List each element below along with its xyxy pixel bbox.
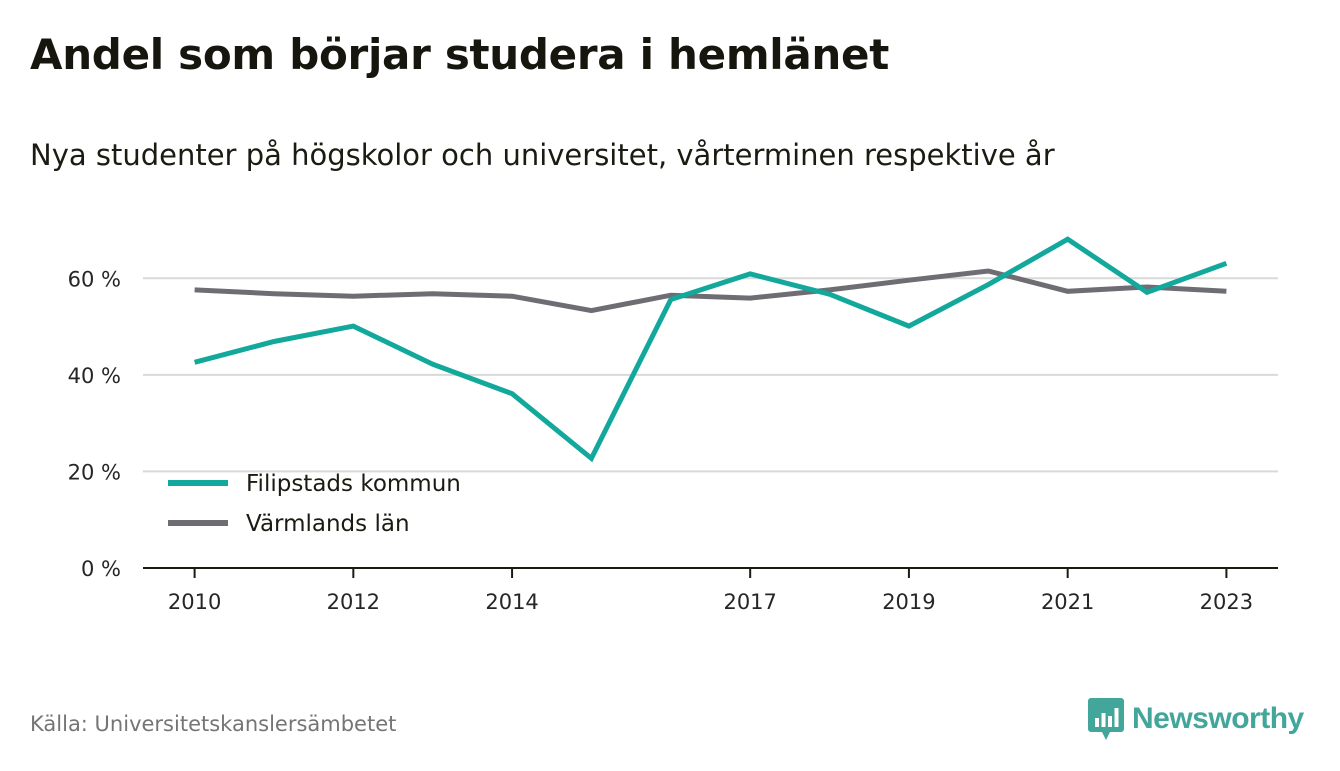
chart-title: Andel som börjar studera i hemlänet <box>30 30 889 79</box>
x-axis-ticks: 2010 2012 2014 2017 2019 2021 2023 <box>168 568 1253 614</box>
x-tick-label: 2021 <box>1041 590 1094 614</box>
x-tick-label: 2017 <box>723 590 776 614</box>
x-tick-label: 2014 <box>485 590 538 614</box>
series-lines <box>193 236 1228 463</box>
legend: Filipstads kommun Värmlands län <box>168 471 461 537</box>
legend-label-1: Filipstads kommun <box>246 471 461 497</box>
x-tick-label: 2023 <box>1200 590 1253 614</box>
y-tick-label: 60 % <box>68 267 121 291</box>
newsworthy-chart-icon <box>1088 698 1124 740</box>
source-note: Källa: Universitetskanslersämbetet <box>30 712 397 736</box>
legend-label-2: Värmlands län <box>246 511 410 537</box>
y-tick-label: 0 % <box>81 557 121 581</box>
x-tick-label: 2019 <box>882 590 935 614</box>
brand-name: Newsworthy <box>1132 702 1304 735</box>
series-line-2 <box>194 268 1227 314</box>
y-tick-label: 20 % <box>68 460 121 484</box>
y-tick-label: 40 % <box>68 364 121 388</box>
y-axis-labels: 0 % 20 % 40 % 60 % <box>68 267 121 581</box>
newsworthy-logo: Newsworthy <box>1088 698 1304 740</box>
grid-lines <box>143 277 1278 473</box>
x-tick-label: 2010 <box>168 590 221 614</box>
series-line-1 <box>193 236 1228 463</box>
chart-subtitle: Nya studenter på högskolor och universit… <box>30 138 1055 172</box>
x-tick-label: 2012 <box>327 590 380 614</box>
